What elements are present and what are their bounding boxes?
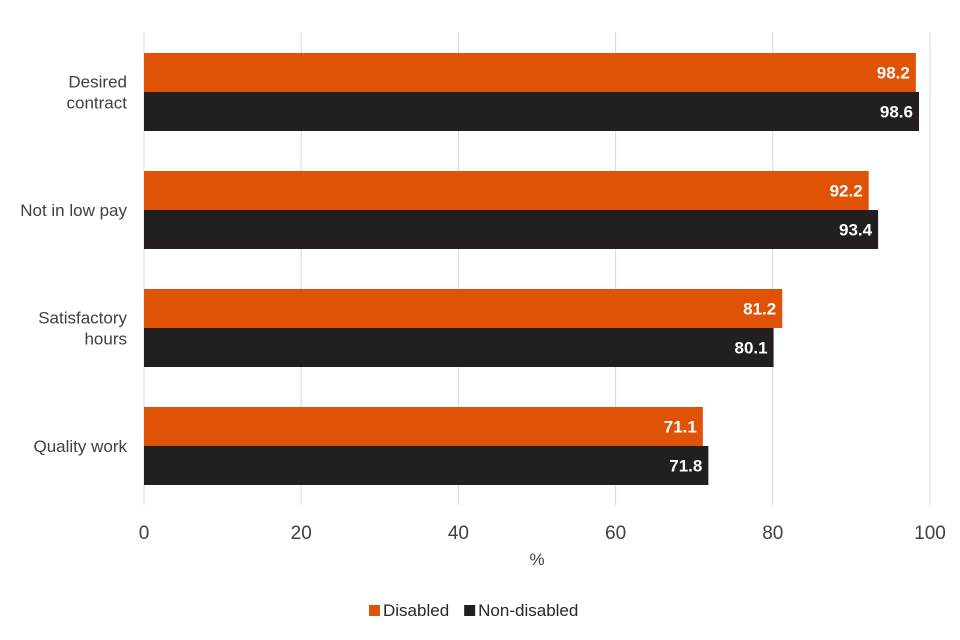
data-label: 71.8 bbox=[669, 457, 702, 476]
category-label: Quality work bbox=[33, 437, 127, 456]
x-tick-label: 20 bbox=[291, 523, 312, 544]
bar-non-disabled-2 bbox=[144, 328, 774, 367]
x-tick-label: 60 bbox=[605, 523, 626, 544]
bar-non-disabled-0 bbox=[144, 92, 919, 131]
category-labels: Desired contract Not in low pay Satisfactor… bbox=[20, 73, 127, 457]
bar-non-disabled-1 bbox=[144, 210, 879, 249]
legend-label: Disabled bbox=[383, 601, 449, 620]
data-label: 80.1 bbox=[734, 339, 767, 358]
data-label: 98.2 bbox=[877, 64, 910, 83]
legend-swatch bbox=[464, 605, 476, 616]
bar-non-disabled-3 bbox=[144, 446, 709, 485]
bar-disabled-0 bbox=[144, 53, 916, 92]
data-label: 98.6 bbox=[880, 103, 913, 122]
category-label: Desired contract bbox=[67, 73, 128, 113]
legend-label: Non-disabled bbox=[478, 601, 578, 620]
x-tick-label: 80 bbox=[762, 523, 783, 544]
bars: 98.2 98.6 92.2 93.4 81.2 80.1 71.1 71.8 bbox=[144, 53, 919, 485]
data-label: 92.2 bbox=[830, 182, 863, 201]
bar-disabled-2 bbox=[144, 289, 783, 328]
data-label: 93.4 bbox=[839, 221, 873, 240]
legend: Disabled Non-disabled bbox=[369, 601, 578, 620]
x-axis-title: % bbox=[529, 550, 544, 569]
bar-disabled-1 bbox=[144, 171, 869, 210]
x-tick-labels: 0 20 40 60 80 100 bbox=[139, 523, 946, 544]
legend-swatch bbox=[369, 605, 380, 616]
category-label: Not in low pay bbox=[20, 201, 127, 220]
x-tick-label: 100 bbox=[914, 523, 946, 544]
category-label: Satisfactory hours bbox=[38, 309, 127, 349]
x-tick-label: 40 bbox=[448, 523, 469, 544]
data-label: 81.2 bbox=[743, 300, 776, 319]
bar-disabled-3 bbox=[144, 407, 703, 446]
data-label: 71.1 bbox=[664, 418, 697, 437]
x-tick-label: 0 bbox=[139, 523, 150, 544]
